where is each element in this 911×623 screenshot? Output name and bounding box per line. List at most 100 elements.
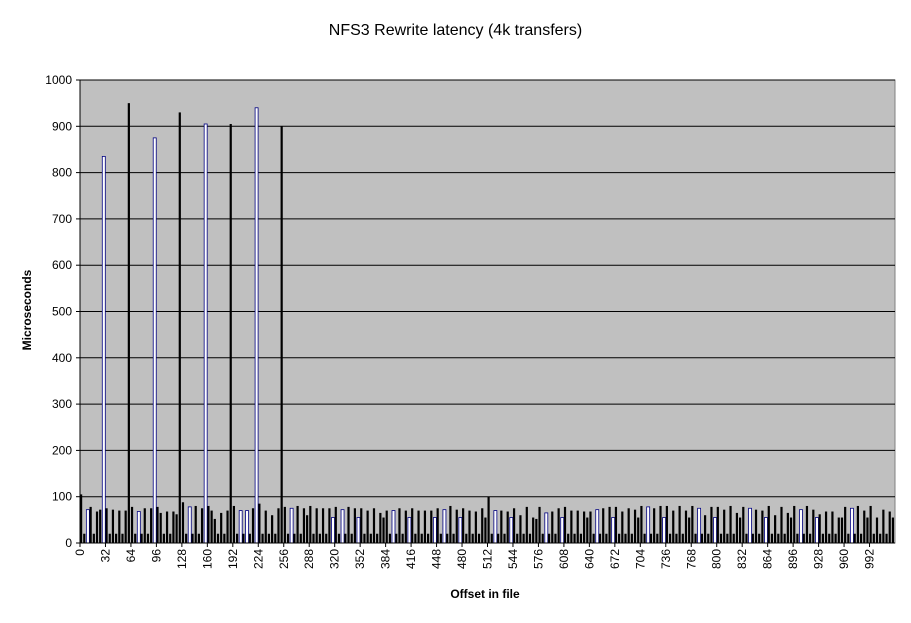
bar (557, 508, 560, 543)
bar (831, 511, 834, 543)
x-tick-label: 512 (481, 549, 495, 569)
bar (191, 533, 194, 543)
bar (159, 512, 162, 543)
x-tick-label: 448 (430, 549, 444, 569)
bar (751, 533, 754, 543)
x-tick-label: 480 (455, 549, 469, 569)
bar (850, 507, 854, 544)
bar (146, 533, 150, 543)
bar (649, 533, 653, 543)
bar (809, 533, 812, 543)
x-tick-label: 128 (175, 549, 189, 569)
bar (200, 508, 204, 543)
bar (299, 533, 302, 543)
bar (121, 533, 124, 543)
bar (770, 533, 774, 543)
bar (210, 510, 213, 543)
bar (532, 517, 535, 543)
bar (420, 533, 423, 543)
bar (271, 515, 274, 543)
x-axis-title: Offset in file (450, 587, 520, 601)
chart-title: NFS3 Rewrite latency (4k transfers) (328, 22, 583, 39)
bar (742, 506, 745, 543)
bar (853, 533, 856, 543)
bar (337, 533, 341, 543)
bar (697, 507, 702, 544)
bar (487, 496, 490, 543)
bar (150, 508, 153, 543)
bar (672, 510, 675, 543)
bar (318, 533, 321, 543)
bar (891, 517, 895, 543)
bar (283, 506, 286, 543)
bar (493, 510, 498, 544)
bar (175, 514, 178, 543)
bar (115, 533, 118, 543)
bar (111, 509, 115, 543)
bar (242, 533, 245, 543)
bar (277, 508, 280, 543)
bar (567, 533, 570, 543)
bar (477, 533, 481, 543)
bar (764, 517, 768, 544)
bar (840, 517, 844, 543)
bar (516, 533, 519, 543)
bar (745, 533, 748, 543)
bar (366, 510, 369, 543)
bar (468, 510, 471, 543)
bar (458, 517, 463, 544)
bar (264, 510, 267, 543)
bar (235, 533, 239, 543)
bar (627, 508, 630, 543)
bar (178, 112, 181, 543)
bar (427, 533, 430, 543)
bar (395, 533, 398, 543)
x-tick-label: 0 (73, 549, 87, 556)
x-tick-label: 384 (379, 549, 393, 569)
bar (216, 533, 220, 543)
bar (248, 533, 251, 543)
bar (99, 509, 102, 543)
bar (875, 517, 879, 543)
bar (169, 533, 172, 543)
bar (401, 533, 404, 543)
x-tick-label: 672 (608, 549, 622, 569)
bar (719, 533, 723, 543)
bar (474, 511, 477, 543)
bar (608, 506, 611, 543)
bar (134, 533, 137, 543)
bar (436, 508, 439, 543)
bar (786, 512, 789, 543)
bar (879, 533, 882, 543)
bar (484, 517, 487, 543)
bar (89, 506, 92, 543)
bar (194, 505, 197, 543)
bar (500, 510, 503, 543)
bar (462, 508, 465, 543)
bar (812, 509, 815, 543)
bar (321, 508, 325, 543)
bar (446, 533, 449, 543)
bar (847, 533, 850, 543)
bar (181, 502, 185, 543)
bar (640, 505, 643, 543)
bar (754, 509, 758, 543)
bar (83, 533, 86, 543)
bar (379, 512, 382, 543)
bar (579, 533, 583, 543)
bar (80, 494, 83, 543)
bar (372, 508, 376, 543)
bar (95, 511, 99, 543)
x-tick-label: 544 (506, 549, 520, 569)
bar (643, 533, 646, 543)
bar (203, 123, 208, 544)
bar (261, 533, 264, 543)
x-tick-label: 224 (251, 549, 265, 569)
bar (302, 508, 306, 543)
bar (363, 533, 366, 543)
bar (258, 503, 261, 543)
x-tick-label: 864 (761, 549, 775, 569)
bar (430, 510, 433, 543)
x-tick-label: 288 (302, 549, 316, 569)
x-tick-label: 416 (404, 549, 418, 569)
